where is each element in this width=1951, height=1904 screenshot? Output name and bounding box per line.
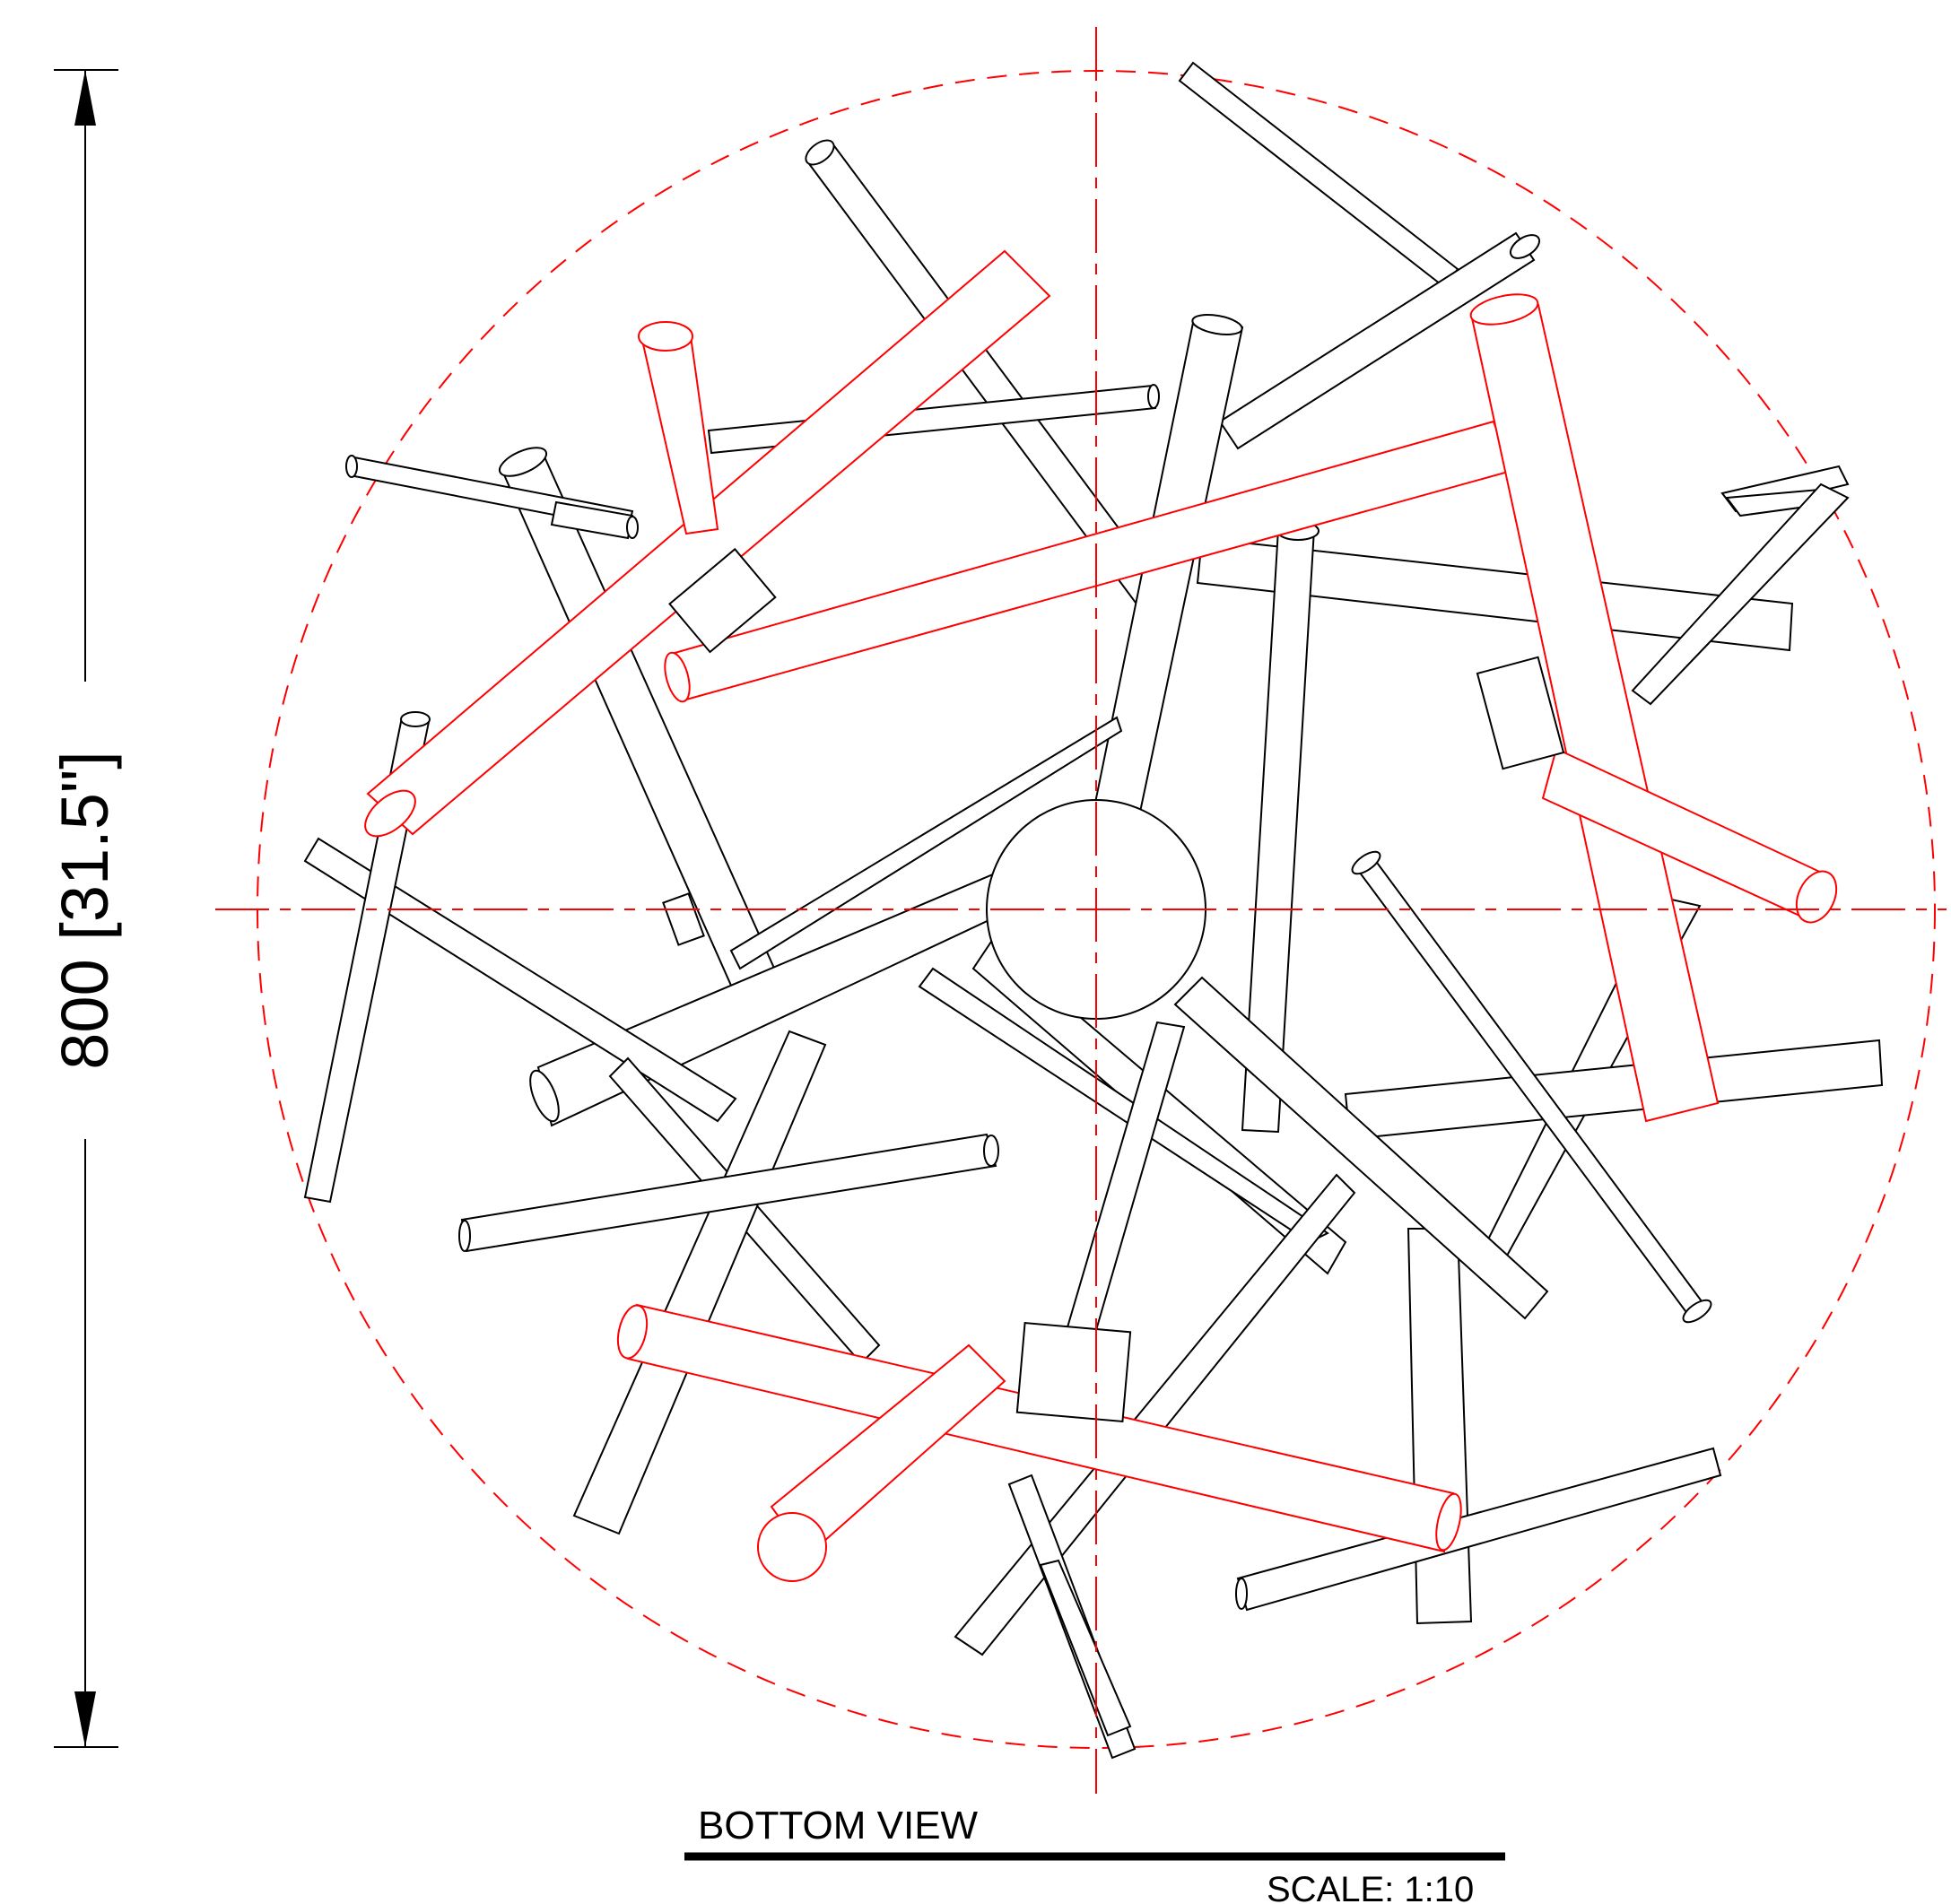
- height-dimension: 800 [31.5"]: [48, 69, 122, 1748]
- title-block: BOTTOM VIEW SCALE: 1:10: [684, 1804, 1505, 1904]
- rod: [1173, 976, 1549, 1320]
- rod: [1631, 483, 1850, 706]
- rods-red: [364, 249, 1838, 1582]
- rod: [640, 335, 719, 535]
- arrow-up-icon: [74, 70, 96, 126]
- dimension-label: 800 [31.5"]: [48, 751, 122, 1069]
- rods-black: [303, 61, 1884, 1760]
- center-lines: [215, 27, 1947, 1794]
- connectors: [662, 547, 1565, 1423]
- rod: [366, 249, 1051, 836]
- rod: [1218, 231, 1536, 450]
- rod: [954, 1173, 1356, 1656]
- scale-label: SCALE: 1:10: [1267, 1870, 1474, 1904]
- rod: [1178, 61, 1459, 289]
- rod: [918, 967, 1329, 1244]
- arrow-down-icon: [74, 1691, 96, 1747]
- rod: [729, 716, 1123, 970]
- rod: [1407, 1228, 1473, 1625]
- view-title: BOTTOM VIEW: [698, 1804, 979, 1847]
- rod: [1039, 1559, 1132, 1737]
- rod: [550, 500, 634, 540]
